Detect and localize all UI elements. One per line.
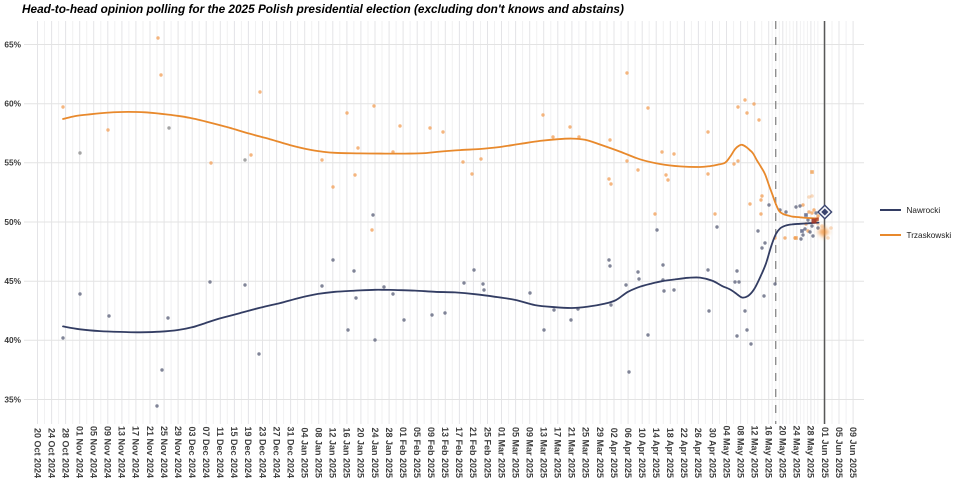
svg-text:01 Feb 2025: 01 Feb 2025 xyxy=(398,427,408,478)
svg-text:15 Dec 2024: 15 Dec 2024 xyxy=(229,426,239,478)
svg-text:09 Jun 2025: 09 Jun 2025 xyxy=(848,427,858,478)
svg-text:21 Nov 2024: 21 Nov 2024 xyxy=(145,426,155,478)
svg-text:Nawrocki: Nawrocki xyxy=(907,206,941,215)
svg-text:13 Mar 2025: 13 Mar 2025 xyxy=(539,427,549,478)
svg-text:28 Jan 2025: 28 Jan 2025 xyxy=(384,427,394,478)
svg-text:22 Apr 2025: 22 Apr 2025 xyxy=(679,428,689,478)
svg-text:Head-to-head opinion polling f: Head-to-head opinion polling for the 202… xyxy=(22,2,624,16)
svg-text:12 May 2025: 12 May 2025 xyxy=(750,425,760,478)
svg-text:50%: 50% xyxy=(4,217,21,227)
svg-text:20 May 2025: 20 May 2025 xyxy=(778,425,788,478)
svg-text:05 Feb 2025: 05 Feb 2025 xyxy=(412,427,422,478)
svg-text:20 Jan 2025: 20 Jan 2025 xyxy=(356,427,366,478)
svg-text:35%: 35% xyxy=(4,394,21,404)
svg-text:28 May 2025: 28 May 2025 xyxy=(806,425,816,478)
svg-text:30 Apr 2025: 30 Apr 2025 xyxy=(707,428,717,478)
svg-text:19 Dec 2024: 19 Dec 2024 xyxy=(243,426,253,478)
svg-text:21 Feb 2025: 21 Feb 2025 xyxy=(468,427,478,478)
svg-text:03 Dec 2024: 03 Dec 2024 xyxy=(187,426,197,478)
svg-text:60%: 60% xyxy=(4,99,21,109)
svg-text:05 Mar 2025: 05 Mar 2025 xyxy=(510,427,520,478)
svg-text:09 Mar 2025: 09 Mar 2025 xyxy=(525,427,535,478)
svg-text:04 Jan 2025: 04 Jan 2025 xyxy=(300,427,310,478)
svg-text:09 Feb 2025: 09 Feb 2025 xyxy=(426,427,436,478)
svg-text:28 Oct 2024: 28 Oct 2024 xyxy=(60,428,70,478)
svg-text:25 Nov 2024: 25 Nov 2024 xyxy=(159,426,169,478)
svg-text:Trzaskowski: Trzaskowski xyxy=(907,231,952,240)
svg-text:29 Nov 2024: 29 Nov 2024 xyxy=(173,426,183,478)
svg-text:17 Nov 2024: 17 Nov 2024 xyxy=(131,426,141,478)
svg-text:05 Jun 2025: 05 Jun 2025 xyxy=(834,427,844,478)
svg-text:27 Dec 2024: 27 Dec 2024 xyxy=(271,426,281,478)
svg-text:24 May 2025: 24 May 2025 xyxy=(792,425,802,478)
svg-text:23 Dec 2024: 23 Dec 2024 xyxy=(257,426,267,478)
svg-text:31 Dec 2024: 31 Dec 2024 xyxy=(285,426,295,478)
svg-text:25 Feb 2025: 25 Feb 2025 xyxy=(482,427,492,478)
svg-text:16 Jan 2025: 16 Jan 2025 xyxy=(342,427,352,478)
svg-text:01 Nov 2024: 01 Nov 2024 xyxy=(74,426,84,478)
svg-text:05 Nov 2024: 05 Nov 2024 xyxy=(88,426,98,478)
svg-text:04 May 2025: 04 May 2025 xyxy=(721,425,731,478)
svg-text:11 Dec 2024: 11 Dec 2024 xyxy=(215,427,225,478)
svg-text:08 Jan 2025: 08 Jan 2025 xyxy=(314,427,324,478)
svg-text:08 May 2025: 08 May 2025 xyxy=(735,425,745,478)
svg-text:02 Apr 2025: 02 Apr 2025 xyxy=(609,428,619,478)
svg-text:06 Apr 2025: 06 Apr 2025 xyxy=(623,428,633,478)
svg-text:07 Dec 2024: 07 Dec 2024 xyxy=(201,426,211,478)
svg-text:10 Apr 2025: 10 Apr 2025 xyxy=(637,428,647,478)
svg-text:17 Feb 2025: 17 Feb 2025 xyxy=(454,427,464,478)
svg-text:24 Oct 2024: 24 Oct 2024 xyxy=(46,428,56,478)
svg-text:16 May 2025: 16 May 2025 xyxy=(764,425,774,478)
svg-text:45%: 45% xyxy=(4,276,21,286)
svg-text:25 Mar 2025: 25 Mar 2025 xyxy=(581,427,591,478)
svg-text:01 Mar 2025: 01 Mar 2025 xyxy=(496,427,506,478)
svg-text:12 Jan 2025: 12 Jan 2025 xyxy=(328,427,338,478)
svg-text:65%: 65% xyxy=(4,39,21,49)
svg-text:17 Mar 2025: 17 Mar 2025 xyxy=(553,427,563,478)
svg-text:24 Jan 2025: 24 Jan 2025 xyxy=(370,427,380,478)
svg-text:21 Mar 2025: 21 Mar 2025 xyxy=(567,427,577,478)
svg-text:18 Apr 2025: 18 Apr 2025 xyxy=(665,428,675,478)
svg-text:20 Oct 2024: 20 Oct 2024 xyxy=(32,428,42,478)
svg-text:13 Nov 2024: 13 Nov 2024 xyxy=(117,426,127,478)
svg-text:09 Nov 2024: 09 Nov 2024 xyxy=(103,426,113,478)
svg-text:26 Apr 2025: 26 Apr 2025 xyxy=(693,428,703,478)
svg-text:14 Apr 2025: 14 Apr 2025 xyxy=(651,428,661,478)
svg-text:13 Feb 2025: 13 Feb 2025 xyxy=(440,427,450,478)
svg-text:29 Mar 2025: 29 Mar 2025 xyxy=(595,427,605,478)
svg-text:40%: 40% xyxy=(4,335,21,345)
svg-text:55%: 55% xyxy=(4,158,21,168)
svg-text:01 Jun 2025: 01 Jun 2025 xyxy=(820,427,830,478)
